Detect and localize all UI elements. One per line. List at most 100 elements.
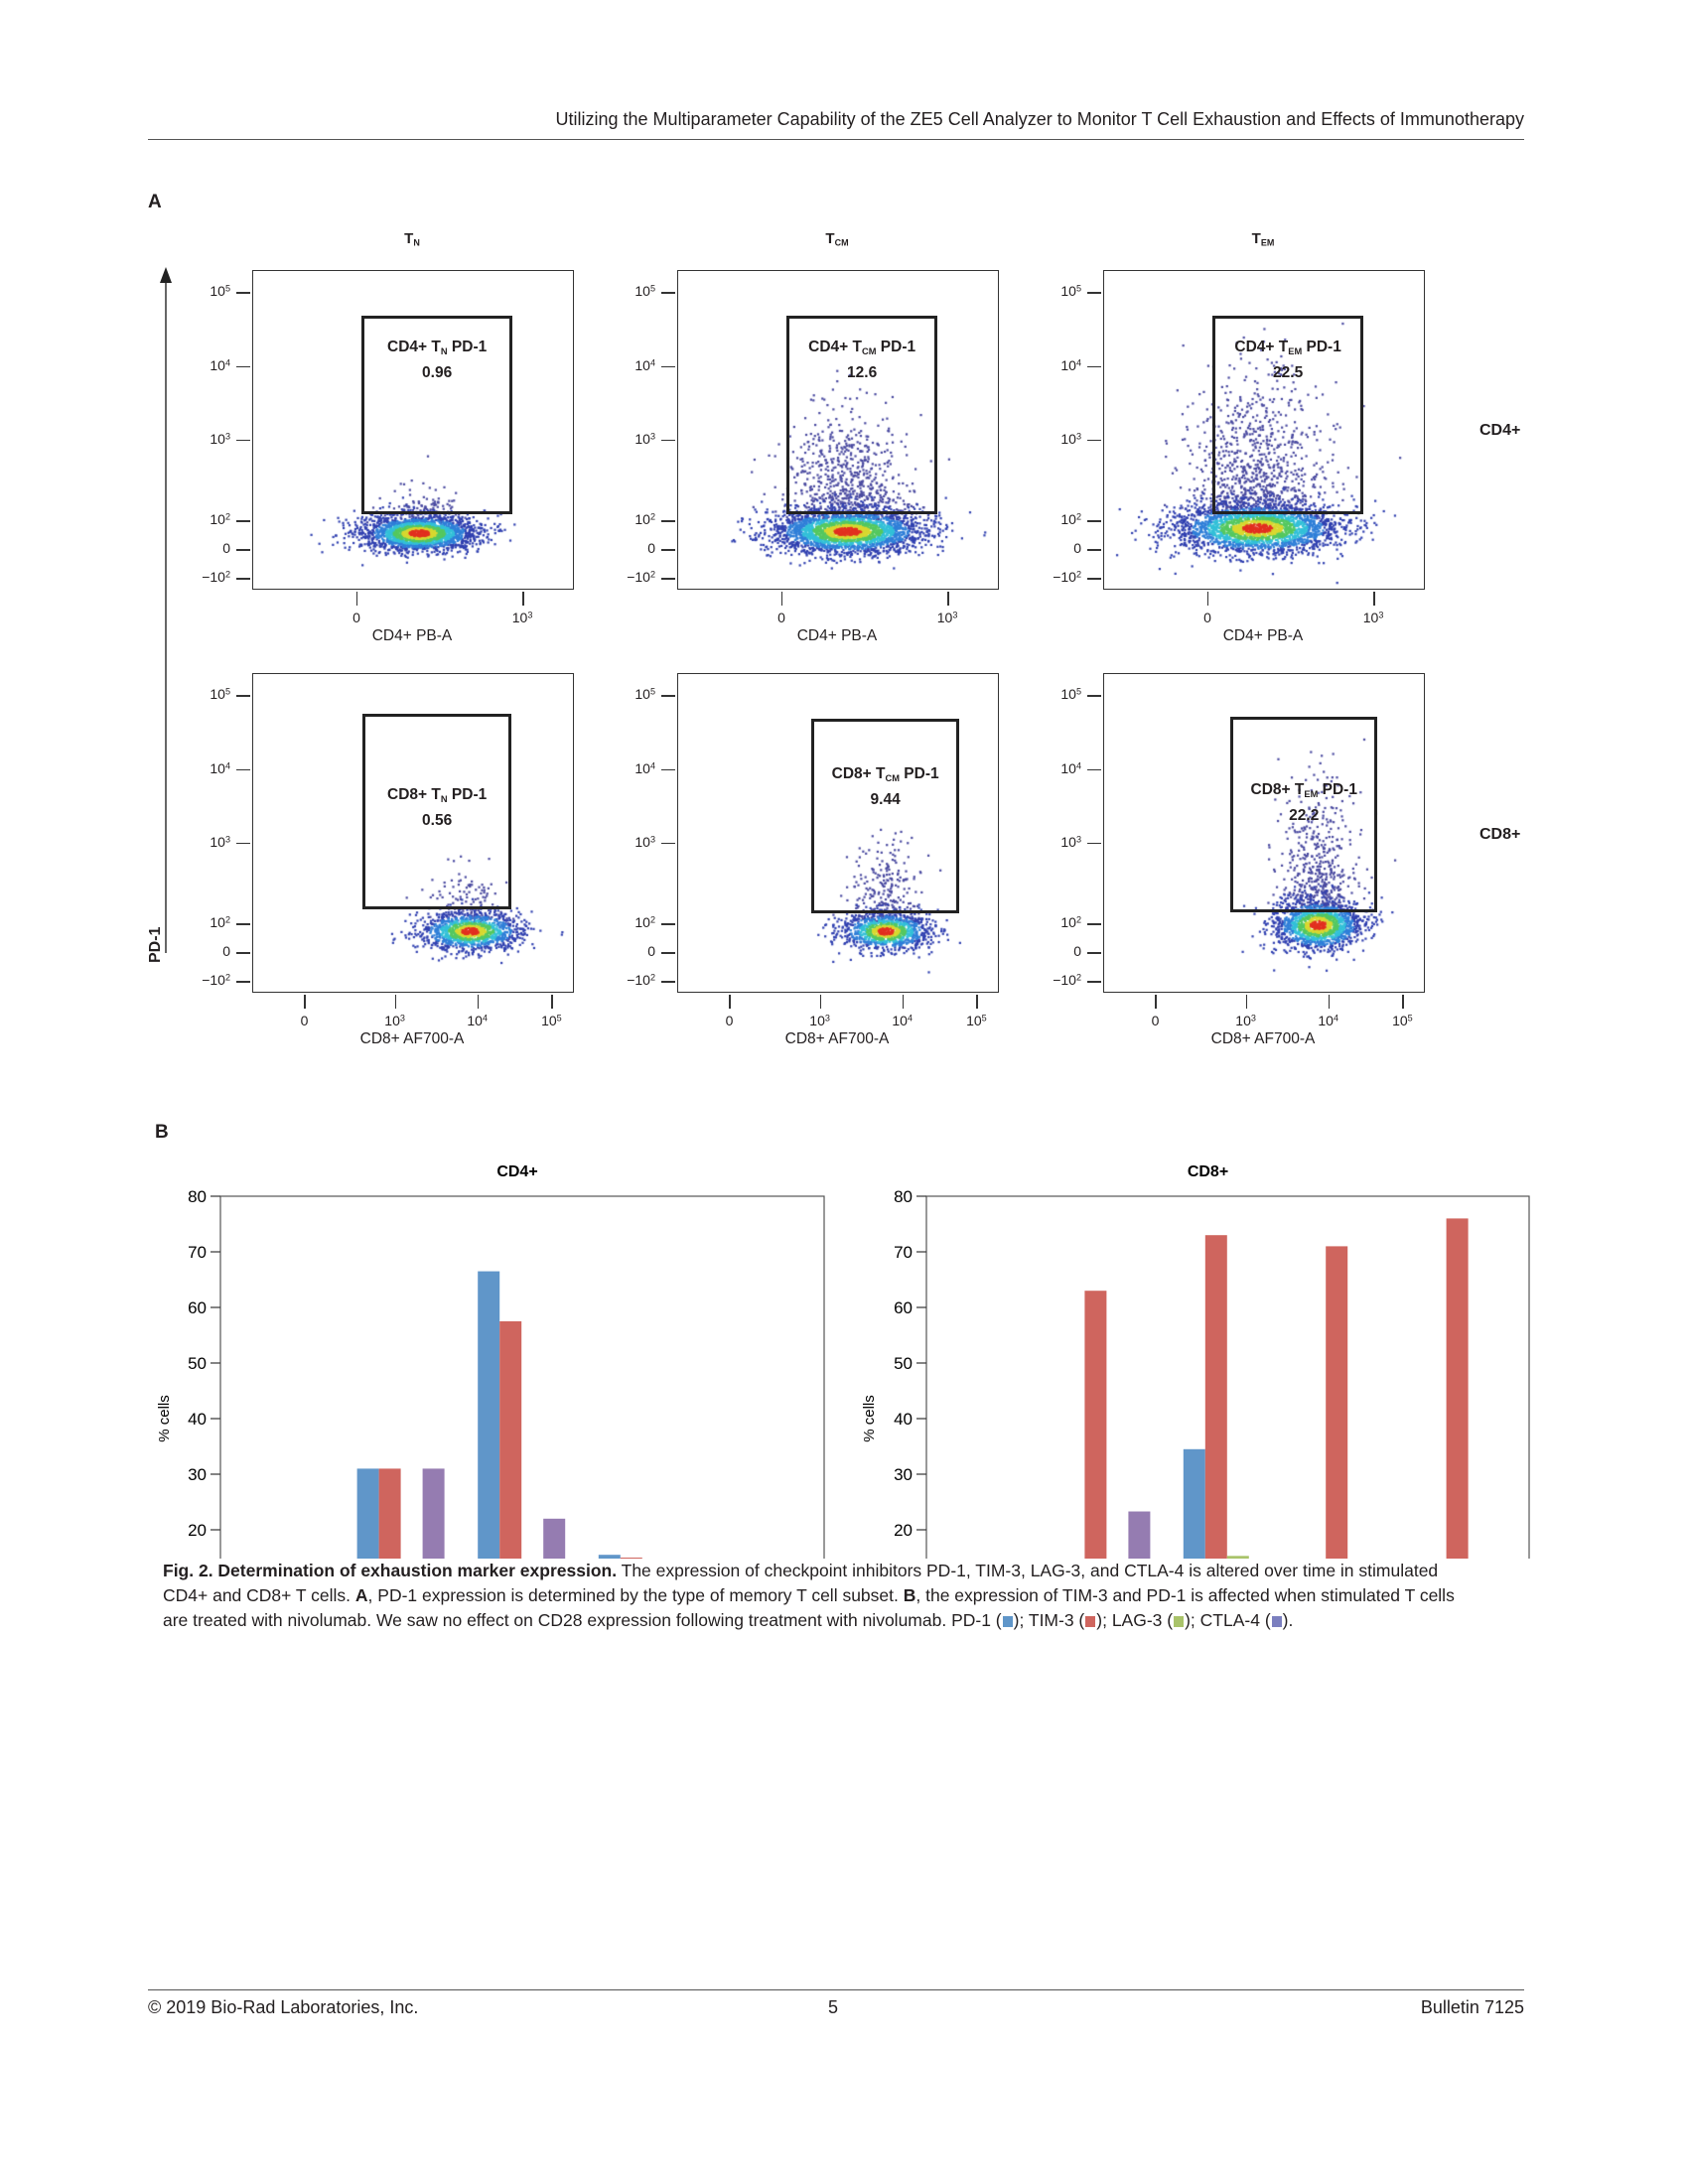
x-tick-mark: [394, 995, 397, 1009]
bar-tim-3: [1446, 1218, 1469, 1559]
y-tick-mark: [661, 952, 675, 954]
exponent: 3: [1378, 610, 1384, 620]
bar-ctla-4: [422, 1468, 445, 1559]
exponent: 5: [1075, 686, 1081, 697]
x-tick-label: 0: [1203, 610, 1211, 625]
exponent: 3: [1075, 834, 1081, 845]
gate-subscript: N: [440, 346, 448, 357]
gate-percentage: 0.56: [422, 811, 453, 829]
bar-pd-1: [598, 1555, 621, 1559]
gate-percentage: 9.44: [870, 791, 901, 809]
caption-b: B: [903, 1585, 916, 1605]
density-dots: [253, 271, 573, 589]
bar-tim-3: [1084, 1291, 1107, 1559]
exponent: 2: [1075, 511, 1081, 522]
exponent: 2: [224, 569, 230, 580]
y-tick-mark: [661, 292, 675, 294]
x-tick-mark: [1206, 592, 1209, 606]
exponent: 2: [649, 511, 655, 522]
y-tick-label: 103: [210, 833, 230, 850]
caption-punct: );: [1013, 1610, 1029, 1630]
y-tick-mark: [661, 439, 675, 442]
y-tick-label: 40: [894, 1410, 913, 1429]
x-tick-label: 105: [1392, 1013, 1413, 1028]
y-tick-label: 0: [647, 540, 655, 557]
y-tick-label: 105: [210, 686, 230, 703]
y-tick-mark: [1087, 842, 1101, 845]
y-tick-label: 30: [188, 1465, 207, 1484]
y-tick-mark: [236, 439, 250, 442]
exponent: 4: [649, 357, 655, 368]
y-tick-mark: [236, 923, 250, 925]
y-tick-mark: [1087, 520, 1101, 522]
y-tick-mark: [236, 578, 250, 580]
x-tick-mark: [947, 592, 949, 606]
x-tick-label: 103: [1235, 1013, 1256, 1028]
gate-name: CD8+ TCM PD-1: [831, 765, 939, 784]
exponent: 2: [224, 511, 230, 522]
column-title: TCM: [825, 230, 849, 248]
running-header: Utilizing the Multiparameter Capability …: [555, 109, 1524, 129]
gate-percentage: 0.96: [422, 364, 453, 382]
exponent: 2: [1075, 569, 1081, 580]
x-tick-mark: [477, 995, 480, 1009]
footer-page-number: 5: [828, 1997, 839, 2017]
exponent: 5: [649, 686, 655, 697]
y-tick-label: −102: [627, 972, 655, 989]
bar-tim-3: [1204, 1235, 1227, 1559]
gate-subscript: N: [440, 793, 448, 804]
x-axis-label: CD4+ PB-A: [1222, 627, 1304, 644]
y-tick-label: 0: [222, 943, 230, 960]
x-tick-mark: [729, 995, 731, 1009]
x-tick-label: 103: [384, 1013, 405, 1028]
y-tick-label: 105: [634, 686, 655, 703]
y-tick-mark: [1087, 578, 1101, 580]
x-axis-label: CD8+ AF700-A: [784, 1030, 890, 1047]
y-tick-label: 102: [1060, 511, 1081, 528]
caption-text: The expression of checkpoint inhibitors …: [163, 1561, 1439, 1605]
exponent: 4: [649, 760, 655, 771]
cd8-bar-chart: CD8+% cells01020304050607080Day 0Day 4Da…: [861, 1163, 1530, 1559]
gate-percentage: 22.5: [1273, 364, 1304, 382]
exponent: 3: [952, 610, 958, 620]
bar-pd-1: [1183, 1448, 1205, 1559]
y-tick-label: 103: [210, 430, 230, 447]
x-tick-label: 104: [1318, 1013, 1338, 1028]
y-tick-label: −102: [202, 972, 230, 989]
x-tick-mark: [355, 592, 358, 606]
y-tick-label: 0: [222, 540, 230, 557]
gate: CD4+ TCM PD-1 12.6: [786, 316, 938, 515]
x-tick-mark: [522, 592, 524, 606]
y-tick-label: 104: [1060, 759, 1081, 776]
x-tick-label: 103: [936, 610, 958, 625]
gate-name: CD4+ TCM PD-1: [808, 339, 916, 357]
plot-area: CD8+ TEM PD-1 22.2: [1103, 673, 1425, 993]
y-tick-mark: [236, 520, 250, 522]
x-tick-mark: [902, 995, 905, 1009]
caption-punct: ).: [1282, 1610, 1294, 1630]
x-tick-label: 104: [467, 1013, 488, 1028]
y-tick-label: 60: [188, 1298, 207, 1317]
gate-label: CD8+ TN PD-1 0.56: [365, 784, 507, 832]
exponent: 4: [224, 357, 230, 368]
y-tick-mark: [661, 365, 675, 368]
exponent: 3: [399, 1013, 405, 1024]
y-tick-label: 0: [1073, 540, 1081, 557]
legend-swatch-lag3: [1174, 1616, 1185, 1627]
exponent: 4: [1075, 357, 1081, 368]
y-tick-label: 102: [210, 511, 230, 528]
column-title: TN: [404, 230, 420, 248]
figure-caption: Fig. 2. Determination of exhaustion mark…: [163, 1559, 1464, 1633]
legend-pd1: PD-1 (: [951, 1610, 1002, 1630]
y-tick-label: 60: [894, 1298, 913, 1317]
y-tick-label: 50: [188, 1354, 207, 1373]
exponent: 3: [649, 431, 655, 442]
gate-name: CD4+ TEM PD-1: [1234, 339, 1341, 357]
bar-ctla-4: [543, 1518, 566, 1559]
gate: CD8+ TCM PD-1 9.44: [810, 719, 960, 914]
gate-subscript: EM: [1304, 788, 1319, 799]
bar-tim-3: [620, 1558, 642, 1559]
x-tick-mark: [551, 995, 553, 1009]
exponent: 2: [649, 914, 655, 925]
pd1-axis-arrow: [160, 267, 172, 953]
